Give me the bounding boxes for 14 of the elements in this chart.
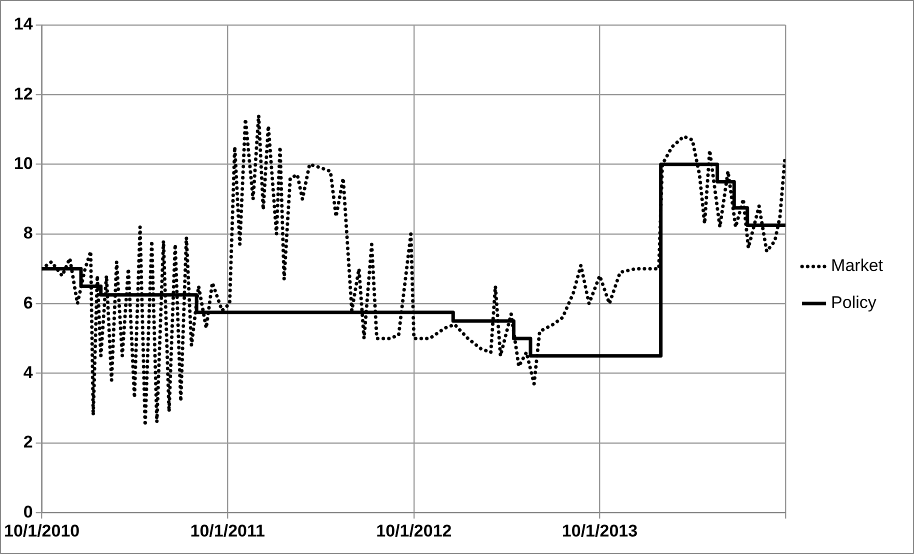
y-tick-label: 6 [23,293,33,312]
y-tick-label: 12 [14,84,33,104]
y-tick-label: 4 [23,362,34,382]
x-tick-label: 10/1/2011 [190,521,265,540]
legend-label: Market [831,256,884,276]
x-tick-label: 10/1/2012 [376,521,452,540]
legend-label: Policy [831,293,877,312]
y-tick-label: 2 [23,432,33,452]
x-tick-label: 10/1/2013 [562,521,638,540]
y-tick-label: 10 [14,154,33,173]
y-tick-label: 14 [14,14,34,34]
y-tick-label: 0 [23,502,33,522]
x-tick-label: 10/1/2010 [4,521,80,540]
y-tick-label: 8 [23,224,33,243]
